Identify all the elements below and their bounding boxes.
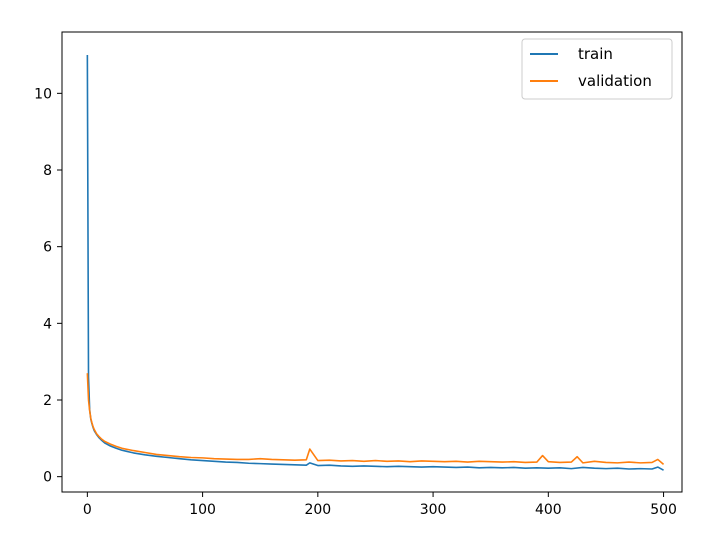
legend-label-train: train (578, 45, 613, 63)
series-line-train (86, 54, 664, 471)
y-axis: 0 2 4 6 8 10 (34, 86, 62, 486)
x-tick-label: 100 (189, 502, 216, 518)
x-tick-label: 200 (304, 502, 331, 518)
x-tick-label: 0 (83, 502, 92, 518)
x-tick-label: 500 (650, 502, 677, 518)
legend: train validation (521, 38, 673, 100)
series-layer (86, 54, 665, 471)
y-tick-label: 10 (34, 86, 52, 102)
y-tick-label: 4 (43, 316, 52, 332)
y-tick-label: 8 (43, 163, 52, 179)
x-tick-label: 400 (535, 502, 562, 518)
y-tick-label: 2 (43, 393, 52, 409)
x-axis: 0 100 200 300 400 500 (83, 492, 677, 518)
series-line-validation (86, 373, 665, 466)
legend-box (521, 38, 673, 100)
y-tick-label: 0 (43, 470, 52, 486)
plot-frame (61, 31, 683, 493)
x-tick-label: 300 (420, 502, 447, 518)
y-tick-label: 6 (43, 240, 52, 256)
legend-label-validation: validation (578, 72, 652, 90)
